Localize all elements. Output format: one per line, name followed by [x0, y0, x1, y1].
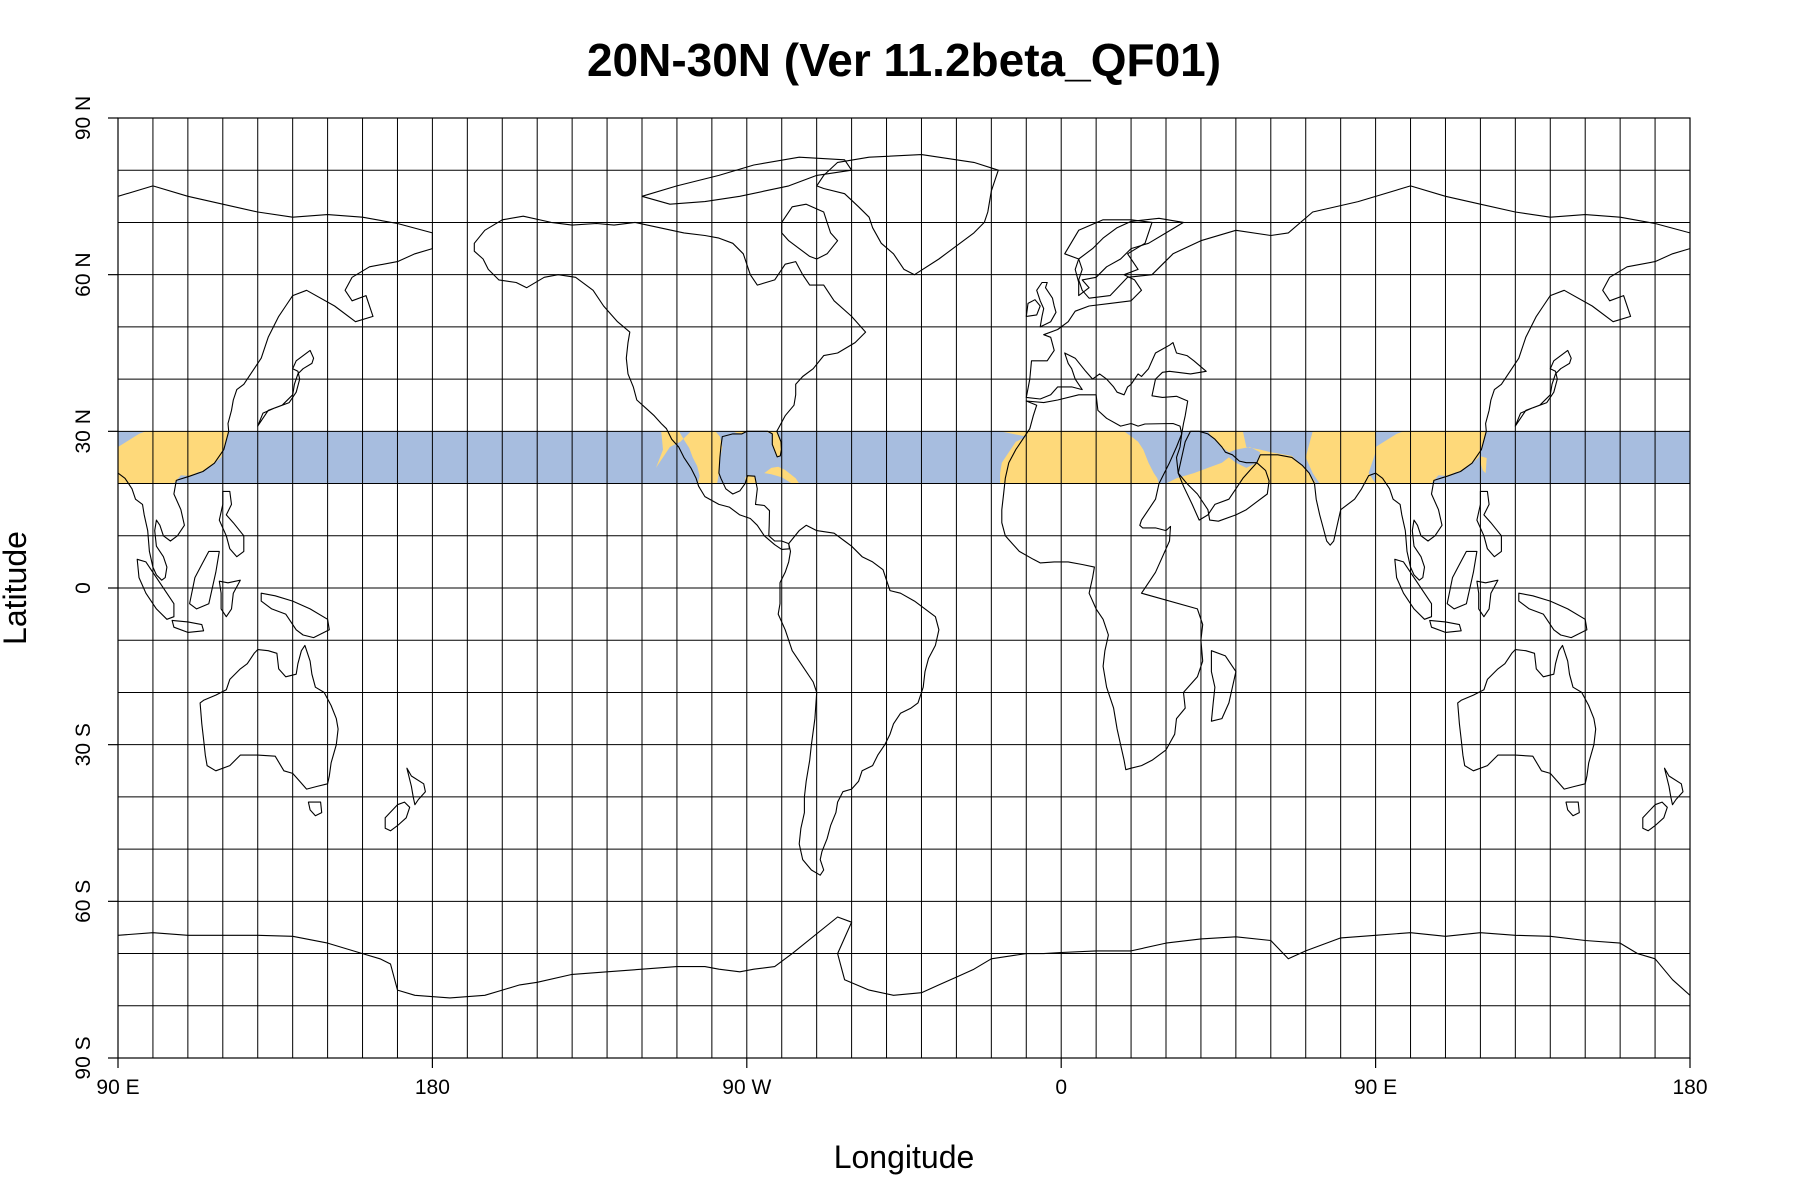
coastline-new-zealand-n	[1663, 767, 1684, 806]
coastline-sumatra	[136, 558, 175, 620]
chart-title: 20N-30N (Ver 11.2beta_QF01)	[587, 34, 1221, 86]
coastline-africa	[1001, 394, 1204, 771]
x-tick-label: 180	[1672, 1076, 1707, 1099]
band-land-yucatan	[745, 475, 757, 484]
band-land-gulf-coast	[722, 431, 748, 434]
band-land-north-africa-arabia	[1000, 431, 1376, 484]
x-tick-label: 90 W	[722, 1076, 771, 1099]
coastline-eurasia	[118, 185, 433, 581]
coastline-java	[171, 619, 205, 633]
y-tick-label: 30 N	[72, 409, 95, 453]
coastline-sulawesi	[1476, 579, 1499, 618]
coastline-indochina-borneo	[189, 550, 220, 610]
coastline-new-guinea	[260, 592, 330, 639]
coastline-baffin	[781, 203, 839, 260]
x-tick-label: 90 E	[1354, 1076, 1397, 1099]
coastline-australia	[199, 644, 339, 790]
band-land-taiwan	[1480, 456, 1487, 474]
coastlines	[118, 154, 1690, 999]
coastline-java	[1429, 619, 1462, 633]
coastline-sumatra	[1394, 558, 1433, 620]
y-tick-label: 60 N	[72, 252, 95, 296]
coastline-antarctica	[118, 916, 1690, 999]
coastline-scandinavia	[1074, 217, 1185, 297]
y-tick-label: 30 S	[72, 723, 95, 766]
y-tick-label: 60 S	[72, 880, 95, 923]
x-tick-label: 90 E	[96, 1076, 139, 1099]
y-tick-label: 0	[72, 582, 95, 594]
coastline-arabia-inner	[1177, 430, 1270, 522]
coastline-sulawesi	[218, 579, 241, 618]
band-land-mexico-west	[656, 431, 723, 484]
coastline-new-guinea	[1518, 592, 1588, 639]
x-tick-label: 0	[1055, 1076, 1067, 1099]
x-tick-label: 180	[415, 1076, 450, 1099]
coastline-australia	[1457, 644, 1597, 790]
coastline-eurasia	[1025, 185, 1690, 581]
coastline-tasmania	[1565, 801, 1580, 817]
map-plot-area	[118, 118, 1690, 1058]
coastline-north-america	[473, 215, 867, 550]
band-land-china-west	[118, 431, 229, 484]
band-land-china-east	[1375, 431, 1487, 484]
coastline-ireland	[1025, 299, 1041, 317]
coastline-new-zealand-s	[384, 801, 411, 832]
coastline-madagascar	[1210, 650, 1237, 722]
y-axis: 90 N 60 N 30 N 0 30 S 60 S 90 S	[72, 96, 118, 1080]
coastline-japan	[257, 349, 315, 427]
coastline-philippines	[218, 490, 245, 558]
coastline-tasmania	[307, 801, 323, 817]
y-tick-label: 90 N	[72, 96, 95, 140]
coastline-indochina-borneo	[1446, 550, 1478, 610]
coastline-greenland	[816, 154, 999, 276]
coastline-japan	[1514, 349, 1572, 427]
y-tick-label: 90 S	[72, 1036, 95, 1079]
x-axis: 90 E 180 90 W 0 90 E 180	[96, 1058, 1708, 1099]
coastline-new-zealand-n	[406, 767, 426, 806]
y-axis-label: Latitude	[0, 531, 33, 645]
coastline-south-america	[777, 524, 940, 876]
x-axis-label: Longitude	[834, 1139, 975, 1175]
coastline-philippines	[1476, 490, 1502, 558]
coastline-arctic-islands	[641, 156, 853, 205]
coastline-new-zealand-s	[1642, 801, 1668, 832]
grid-lines	[118, 118, 1690, 1058]
coastline-britain	[1036, 281, 1057, 328]
